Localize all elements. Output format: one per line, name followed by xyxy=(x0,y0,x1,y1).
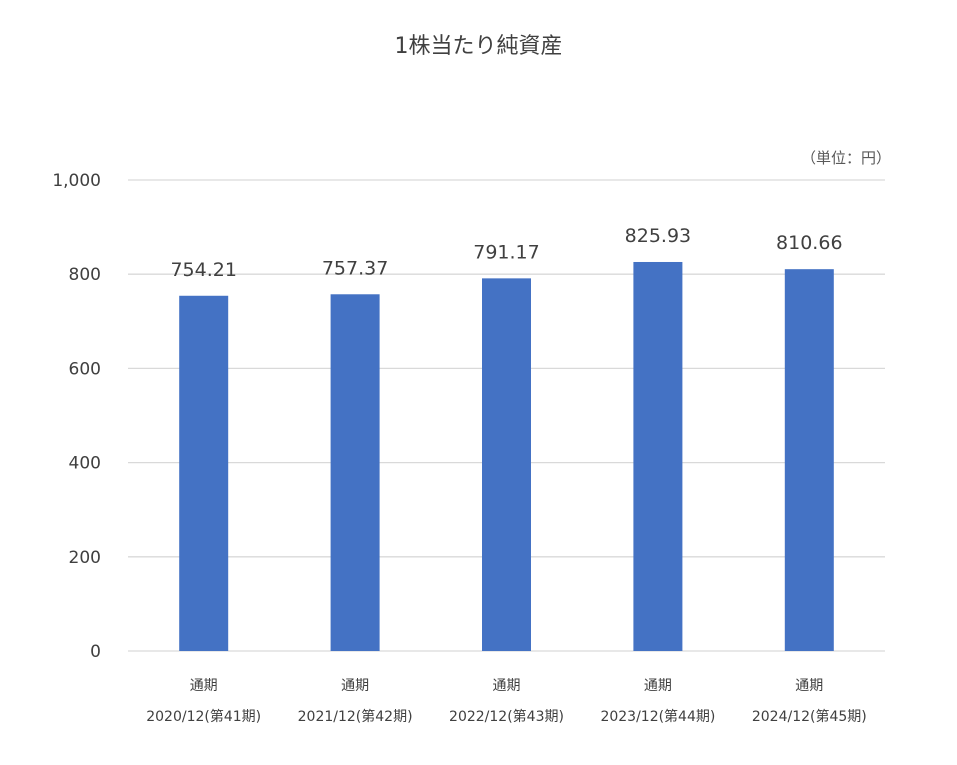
data-label: 791.17 xyxy=(473,241,539,263)
y-tick-label: 600 xyxy=(69,359,101,379)
y-tick-label: 200 xyxy=(69,548,101,568)
x-category-label-line2: 2023/12(第44期) xyxy=(600,708,715,725)
x-category-label-line2: 2024/12(第45期) xyxy=(752,708,867,725)
chart-title: 1株当たり純資産 xyxy=(394,34,563,59)
x-category-label-line1: 通期 xyxy=(644,678,672,694)
data-label: 754.21 xyxy=(170,259,236,281)
y-tick-label: 400 xyxy=(69,454,101,474)
data-label: 825.93 xyxy=(625,225,691,247)
x-category-label-line1: 通期 xyxy=(795,678,823,694)
y-tick-label: 1,000 xyxy=(52,171,101,191)
unit-label: （単位：円） xyxy=(800,149,891,167)
bar xyxy=(482,278,531,651)
bar xyxy=(330,294,380,651)
x-category-label-line1: 通期 xyxy=(493,678,521,694)
data-label: 757.37 xyxy=(322,257,388,279)
x-category-label-line1: 通期 xyxy=(341,678,369,694)
y-tick-label: 800 xyxy=(69,265,101,285)
x-category-label-line2: 2020/12(第41期) xyxy=(146,708,261,725)
y-tick-label: 0 xyxy=(90,642,101,662)
x-category-label-line2: 2021/12(第42期) xyxy=(298,708,413,725)
x-category-label-line1: 通期 xyxy=(190,678,218,694)
bar xyxy=(784,269,834,651)
x-category-label-line2: 2022/12(第43期) xyxy=(449,708,564,725)
bar xyxy=(179,295,229,651)
data-label: 810.66 xyxy=(776,232,842,254)
bar xyxy=(633,261,683,651)
